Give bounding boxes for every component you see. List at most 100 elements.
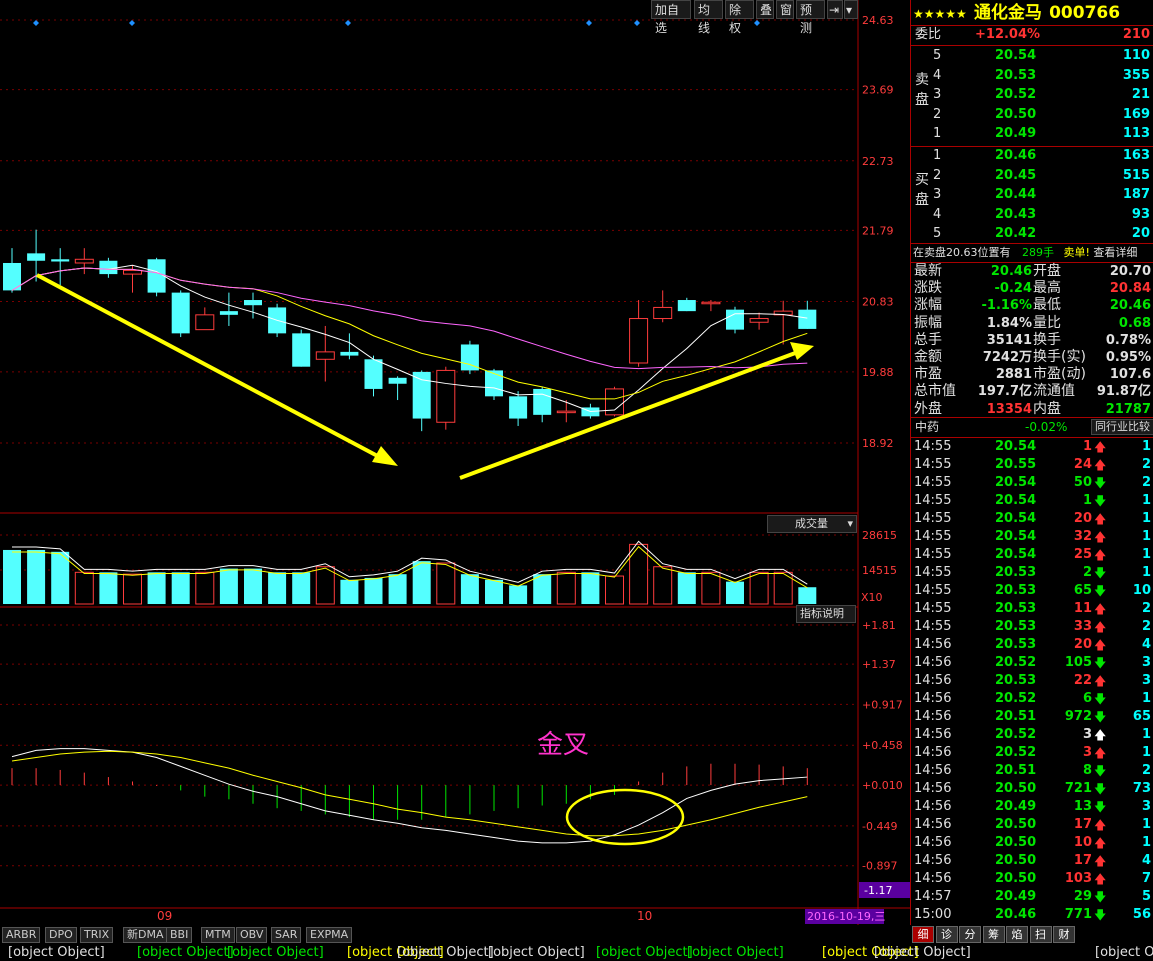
indicator-help-button[interactable]: 指标说明: [796, 605, 856, 623]
buy-order-level: 2: [933, 167, 942, 183]
sell-order-level: 1: [933, 126, 942, 142]
weibi-row: 委比 +12.04% 210: [911, 26, 1153, 44]
side-tab[interactable]: 筹: [982, 926, 1005, 943]
sell-order-row[interactable]: 2 20.50 169: [911, 106, 1153, 124]
add-favorite-button[interactable]: 加自选: [651, 0, 691, 35]
volume-bar: [51, 551, 70, 604]
quote-label: 流通值: [1033, 383, 1075, 400]
buy-order-row[interactable]: 2 20.45 515: [911, 167, 1153, 185]
quote-label: 振幅: [914, 314, 942, 331]
tick-row: 14:56 20.50 721 🡇 73: [911, 780, 1153, 798]
tick-time: 15:00: [914, 907, 952, 922]
sector-compare-button[interactable]: 同行业比较: [1091, 419, 1153, 435]
buy-order-price: 20.44: [995, 187, 1037, 203]
arrow-right-icon[interactable]: ⇥: [827, 0, 843, 19]
volume-ma-line: [12, 540, 808, 585]
arrow-down-icon: 🡇: [1094, 566, 1107, 580]
side-tab[interactable]: 扫: [1029, 926, 1052, 943]
candle-body: [27, 253, 46, 261]
buy-order-row[interactable]: 3 20.44 187: [911, 186, 1153, 204]
sell-order-row[interactable]: 3 20.52 21: [911, 86, 1153, 104]
tick-count: 4: [1141, 853, 1151, 868]
notice-detail-link[interactable]: 查看详细: [1093, 246, 1138, 259]
sell-order-price: 20.52: [995, 87, 1037, 103]
indicator-tab[interactable]: ARBR: [2, 927, 41, 943]
indicator-tab[interactable]: BBI: [166, 927, 193, 943]
tick-time: 14:56: [914, 655, 952, 670]
price-axis-label: 24.63: [862, 14, 894, 27]
sell-order-row[interactable]: 1 20.49 113: [911, 125, 1153, 143]
window-button[interactable]: 窗: [776, 0, 794, 19]
volume-axis-label: 14515: [862, 564, 897, 577]
volume-indicator-dropdown[interactable]: 成交量 ▾: [767, 515, 857, 533]
tick-count: 1: [1141, 817, 1151, 832]
candle-body: [147, 259, 166, 293]
tick-count: 1: [1141, 565, 1151, 580]
tick-count: 10: [1132, 583, 1151, 598]
bottom-bar: ARBR DPO TRIX 新DMA BBI MTM OBV SAR EXPMA 细诊分筹焰扫财…: [0, 925, 1153, 961]
side-tab[interactable]: 焰: [1006, 926, 1028, 943]
tick-volume: 33: [1073, 619, 1092, 634]
kline-chart-area[interactable]: 24.63 23.69 22.73 21.79 20.83 19.88 18.92 28615…: [0, 0, 910, 925]
tick-price: 20.50: [995, 853, 1037, 868]
moving-average-button[interactable]: 均线: [694, 0, 723, 35]
tick-volume: 13: [1073, 799, 1092, 814]
volume-bar: [509, 585, 528, 604]
sell-order-row[interactable]: 5 20.54 110: [911, 47, 1153, 65]
macd-axis-label: +1.37: [862, 658, 896, 671]
quote-value: 20.46: [990, 264, 1032, 279]
forecast-button[interactable]: 预测: [796, 0, 825, 35]
tick-row: 14:55 20.54 32 🡅 1: [911, 528, 1153, 546]
buy-order-row[interactable]: 4 20.43 93: [911, 206, 1153, 224]
tick-row: 14:56 20.52 6 🡇 1: [911, 690, 1153, 708]
trend-arrow-up: [459, 350, 799, 480]
chart-canvas[interactable]: 24.63 23.69 22.73 21.79 20.83 19.88 18.92 28615…: [0, 0, 910, 925]
chevron-down-icon[interactable]: ▾: [844, 0, 858, 19]
indicator-tab[interactable]: EXPMA: [306, 927, 353, 943]
tick-row: 14:56 20.53 20 🡅 4: [911, 636, 1153, 654]
overlay-button[interactable]: 叠: [756, 0, 774, 19]
volume-bar: [533, 574, 552, 604]
tick-row: 14:55 20.54 20 🡅 1: [911, 510, 1153, 528]
tick-volume: 10: [1073, 835, 1092, 850]
buy-order-row[interactable]: 1 20.46 163: [911, 147, 1153, 165]
volume-bar: [726, 581, 744, 604]
side-tab[interactable]: 财: [1053, 926, 1075, 943]
index-stat: [object Object]: [596, 945, 693, 960]
indicator-tab[interactable]: MTM: [201, 927, 235, 943]
tick-price: 20.50: [995, 871, 1037, 886]
candle-body: [99, 260, 118, 275]
chevron-down-icon: ▾: [847, 517, 853, 530]
tick-volume: 29: [1073, 889, 1092, 904]
indicator-tab[interactable]: 新DMA: [123, 927, 168, 943]
indicator-tab[interactable]: OBV: [236, 927, 268, 943]
tick-price: 20.49: [995, 799, 1037, 814]
quote-row: 涨跌 -0.24 最高 20.84: [911, 280, 1153, 297]
big-order-notice[interactable]: 在卖盘20.63位置有 289手 卖单! 查看详细: [911, 244, 1153, 262]
indicator-tab[interactable]: SAR: [271, 927, 302, 943]
tick-price: 20.54: [995, 475, 1037, 490]
sell-order-volume: 21: [1131, 87, 1150, 103]
indicator-tab[interactable]: DPO: [45, 927, 77, 943]
buy-order-row[interactable]: 5 20.42 20: [911, 225, 1153, 243]
ex-rights-button[interactable]: 除权: [725, 0, 754, 35]
date-axis-label: 10: [637, 909, 652, 923]
macd-axis-label: +1.81: [862, 619, 896, 632]
index-stat: [object Object]: [347, 945, 444, 960]
volume-unit-label: X10: [861, 591, 883, 604]
tick-count: 1: [1141, 745, 1151, 760]
tick-volume: 20: [1073, 511, 1092, 526]
sell-order-row[interactable]: 4 20.53 355: [911, 67, 1153, 85]
tick-volume: 11: [1073, 601, 1092, 616]
tick-count: 3: [1141, 673, 1151, 688]
index-stat: [object Object]: [488, 945, 585, 960]
indicator-tab[interactable]: TRIX: [80, 927, 114, 943]
index-stat: [object Object]: [227, 945, 324, 960]
side-tab[interactable]: 分: [959, 926, 981, 943]
side-tab[interactable]: 诊: [935, 926, 958, 943]
tick-time: 14:56: [914, 727, 952, 742]
quote-value: 107.6: [1109, 367, 1151, 383]
side-tab[interactable]: 细: [912, 926, 934, 943]
tick-count: 1: [1141, 547, 1151, 562]
volume-bar: [364, 577, 383, 604]
